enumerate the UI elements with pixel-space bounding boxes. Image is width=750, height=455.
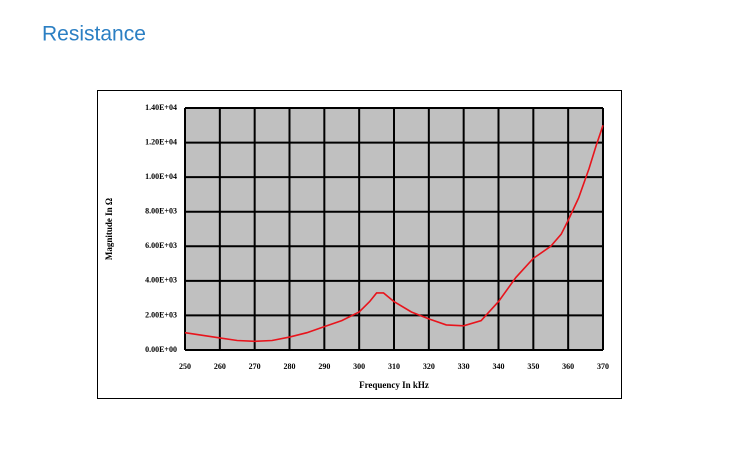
y-tick-label: 1.00E+04 bbox=[145, 172, 177, 181]
y-tick-label: 0.00E+00 bbox=[145, 345, 177, 354]
x-tick-label: 260 bbox=[214, 362, 226, 371]
x-tick-label: 320 bbox=[423, 362, 435, 371]
y-tick-label: 1.20E+04 bbox=[145, 137, 177, 146]
x-axis-title: Frequency In kHz bbox=[359, 380, 429, 390]
page-title: Resistance bbox=[42, 23, 146, 46]
x-tick-label: 300 bbox=[353, 362, 365, 371]
x-tick-label: 290 bbox=[318, 362, 330, 371]
x-tick-label: 340 bbox=[493, 362, 505, 371]
x-tick-label: 360 bbox=[562, 362, 574, 371]
y-tick-label: 8.00E+03 bbox=[145, 207, 177, 216]
x-tick-label: 370 bbox=[597, 362, 609, 371]
x-tick-label: 350 bbox=[527, 362, 539, 371]
y-tick-label: 2.00E+03 bbox=[145, 310, 177, 319]
x-tick-label: 310 bbox=[388, 362, 400, 371]
y-axis-title: Magnitude In Ω bbox=[104, 198, 114, 260]
data-line bbox=[184, 125, 604, 343]
y-tick-label: 1.40E+04 bbox=[145, 103, 177, 112]
x-tick-label: 280 bbox=[284, 362, 296, 371]
y-tick-label: 4.00E+03 bbox=[145, 276, 177, 285]
x-tick-label: 270 bbox=[249, 362, 261, 371]
x-tick-label: 330 bbox=[458, 362, 470, 371]
y-tick-label: 6.00E+03 bbox=[145, 241, 177, 250]
x-tick-label: 250 bbox=[179, 362, 191, 371]
